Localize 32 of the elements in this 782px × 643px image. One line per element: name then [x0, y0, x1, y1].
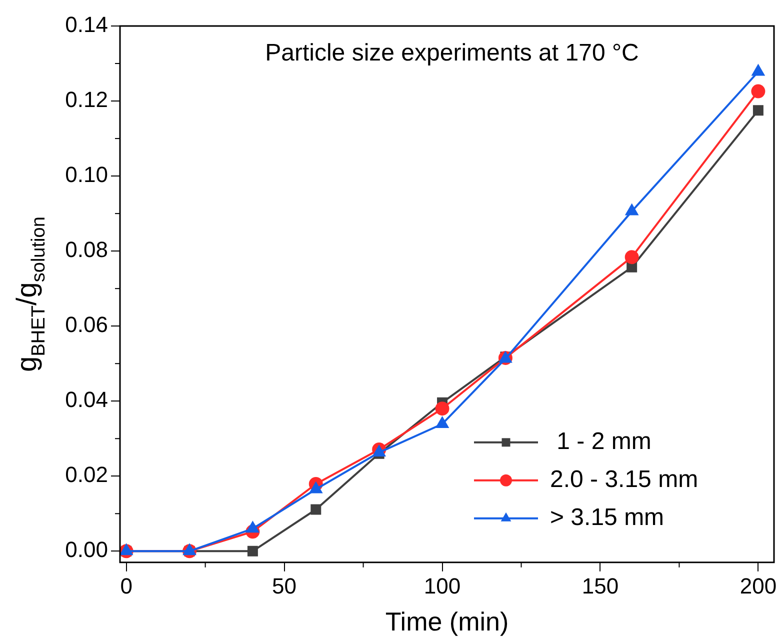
x-tick-label: 100: [424, 574, 461, 599]
x-tick-label: 200: [740, 574, 777, 599]
point: [752, 64, 764, 76]
x-tick-label: 150: [582, 574, 619, 599]
x-axis-title: Time (min): [385, 606, 509, 637]
y-tick-label: 0.08: [65, 237, 108, 262]
point: [751, 84, 766, 98]
point: [626, 262, 638, 272]
y-tick-label: 0.00: [65, 537, 108, 562]
point: [626, 204, 638, 216]
point: [247, 546, 258, 556]
x-tick-label: 50: [272, 574, 297, 599]
point: [752, 105, 764, 116]
point: [246, 522, 259, 533]
point: [435, 402, 450, 416]
y-tick-label: 0.04: [65, 387, 108, 412]
legend-label: 2.0 - 3.15 mm: [550, 466, 698, 494]
point: [436, 416, 448, 428]
legend-label: 1 - 2 mm: [550, 428, 652, 456]
x-tick-label: 0: [120, 574, 132, 599]
legend-label: > 3.15 mm: [550, 504, 664, 532]
y-tick-label: 0.06: [65, 312, 108, 338]
point: [624, 250, 639, 264]
y-tick-label: 0.02: [65, 462, 108, 488]
y-tick-label: 0.10: [65, 162, 108, 188]
y-tick-label: 0.14: [65, 12, 108, 38]
point: [372, 445, 386, 456]
y-axis-title: gBHET/gsolution: [11, 216, 50, 372]
point: [310, 504, 322, 515]
text: Particle size experiments at 170 °C: [265, 40, 639, 67]
y-tick-label: 0.12: [65, 87, 108, 112]
point: [310, 482, 322, 494]
